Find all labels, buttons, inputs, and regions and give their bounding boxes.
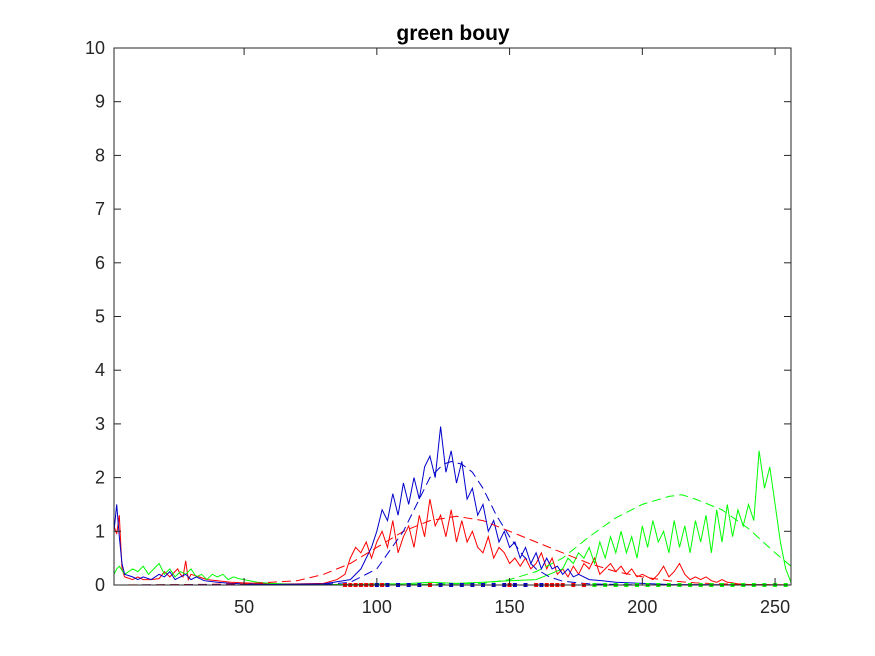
- chart-title: green bouy: [396, 22, 510, 45]
- y-tick-label: 10: [85, 38, 105, 58]
- x-tick-label: 200: [627, 597, 657, 617]
- series-line-2: [114, 426, 791, 586]
- series-line-1: [114, 450, 791, 585]
- fit-curve-3: [114, 515, 791, 586]
- y-tick-label: 4: [95, 360, 105, 380]
- y-tick-label: 9: [95, 92, 105, 112]
- x-tick-label: 250: [760, 597, 790, 617]
- x-tick-label: 100: [362, 597, 392, 617]
- axis-ticks: 50 100 150 200 250 0 1 2 3 4 5 6 7 8 9 10: [85, 38, 791, 617]
- y-tick-label: 8: [95, 145, 105, 165]
- y-tick-label: 1: [95, 521, 105, 541]
- x-tick-label: 150: [495, 597, 525, 617]
- y-tick-label: 5: [95, 307, 105, 327]
- fit-curve-4: [114, 494, 791, 586]
- series-line-0: [114, 499, 791, 586]
- y-tick-label: 2: [95, 468, 105, 488]
- y-tick-label: 3: [95, 414, 105, 434]
- y-tick-label: 7: [95, 199, 105, 219]
- x-tick-label: 50: [234, 597, 254, 617]
- axes-box: [113, 47, 792, 586]
- y-tick-label: 0: [95, 575, 105, 595]
- y-tick-label: 6: [95, 253, 105, 273]
- plot-area: [114, 426, 791, 587]
- fit-curve-5: [114, 460, 791, 586]
